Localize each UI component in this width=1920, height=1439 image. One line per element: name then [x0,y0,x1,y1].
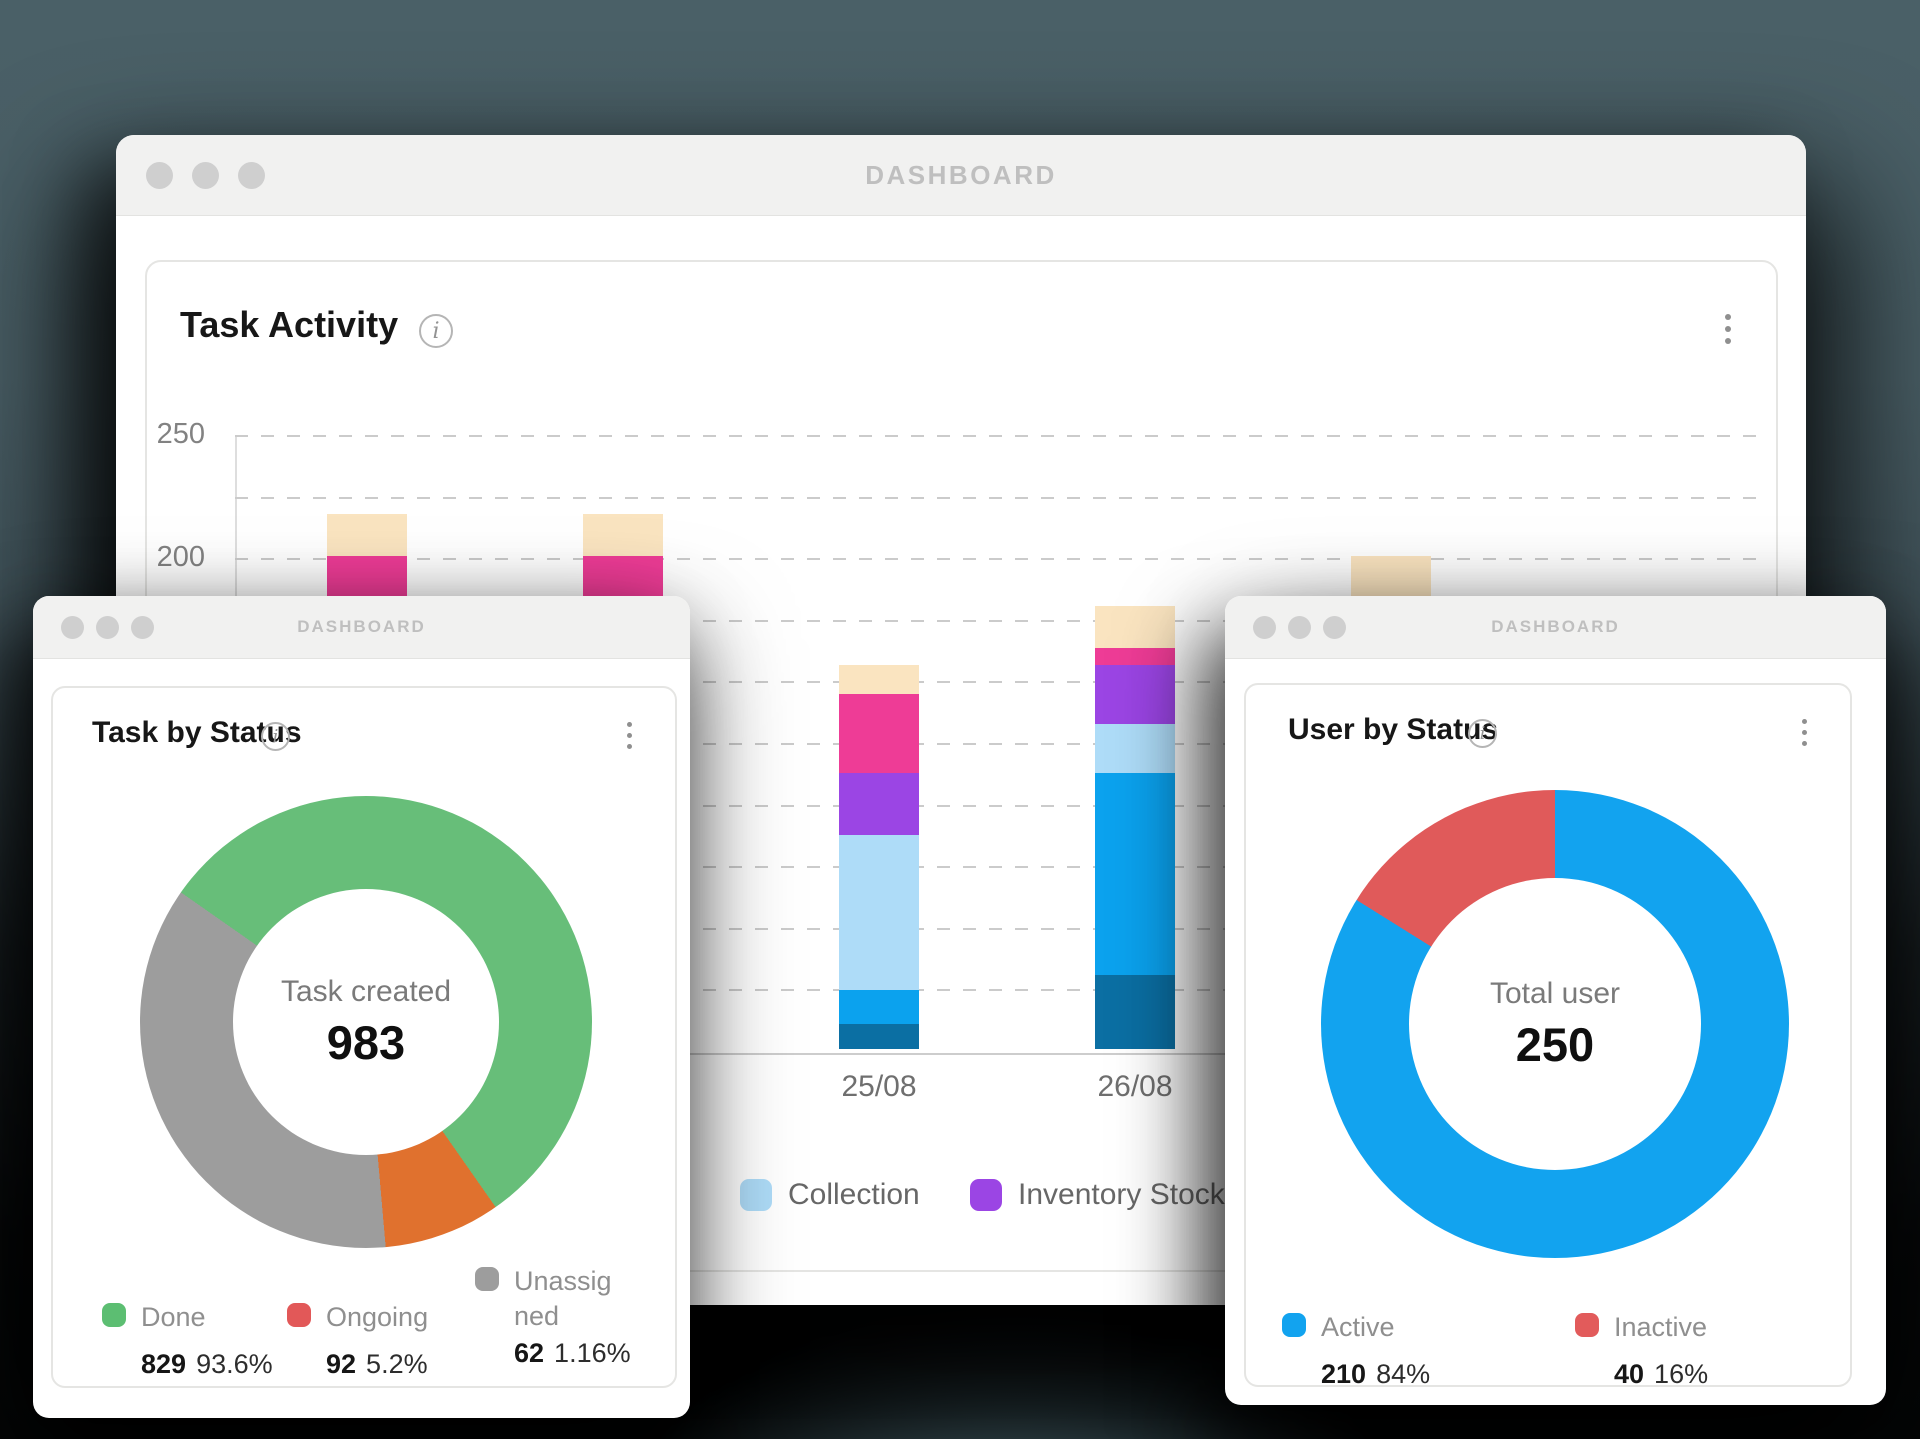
window-close-button[interactable] [146,161,173,189]
bar-segment [839,694,919,774]
legend-item-inventory-stock[interactable]: Inventory Stock [970,1178,1225,1212]
legend-value: 92 5.2% [326,1349,428,1380]
grid-line [235,989,1762,992]
legend-swatch-ongoing [287,1303,311,1327]
bar-segment [1095,605,1175,648]
legend-value: 40 16% [1614,1359,1709,1390]
donut-center-label: Task created [280,974,452,1008]
legend-label: Collection [788,1178,920,1211]
legend-item-ongoing[interactable]: Ongoing 92 5.2% [287,1300,428,1380]
legend-label: Ongoing [326,1302,429,1332]
legend-item-collection[interactable]: Collection [740,1178,920,1212]
legend-label: Inventory Stock [1018,1178,1225,1211]
bar-segment [1095,773,1175,976]
legend-label: Inactive [1614,1312,1708,1342]
legend-swatch-unassigned [475,1267,499,1291]
legend-swatch-inactive [1575,1313,1599,1337]
window-user-by-status: DASHBOARD User by Status i Total user 25… [1225,596,1886,1405]
window-minimize-button[interactable] [1288,615,1311,639]
bar-segment [583,514,663,557]
bar-segment [1095,723,1175,774]
card-title: Task Activity [180,304,399,345]
legend-label: Done [141,1302,206,1332]
donut-center: Task created 983 [233,889,499,1155]
donut-center-value: 250 [1515,1017,1595,1071]
bar-segment [1351,556,1431,599]
stacked-bar [839,664,919,1049]
grid-line [235,558,1762,561]
grid-line [235,743,1762,745]
y-tick-label: 200 [156,541,205,573]
window-controls [61,596,154,658]
legend-label: Unassigned [514,1266,612,1332]
titlebar-title: DASHBOARD [297,617,426,636]
legend-item-inactive[interactable]: Inactive 40 16% [1575,1310,1708,1390]
titlebar-title: DASHBOARD [865,159,1057,190]
user-by-status-card: User by Status i Total user 250 Active 2… [1244,683,1852,1390]
window-task-by-status: DASHBOARD Task by Status i Task created … [33,596,690,1418]
legend-value: 829 93.6% [141,1349,273,1380]
window-close-button[interactable] [1253,615,1276,639]
window-controls [1253,596,1346,658]
x-tick-label: 26/08 [1097,1070,1173,1103]
window-minimize-button[interactable] [192,161,219,189]
grid-line [235,866,1762,869]
kebab-menu-icon[interactable] [627,722,632,749]
window-controls [146,135,265,215]
legend-value: 62 1.16% [514,1338,631,1369]
grid-line [235,927,1762,930]
bar-segment [839,773,919,835]
grid-line [235,619,1762,622]
y-tick-label: 250 [156,418,205,450]
titlebar: DASHBOARD [116,135,1806,216]
info-icon[interactable]: i [1468,719,1497,748]
bar-segment [1095,647,1175,665]
info-icon[interactable]: i [419,314,453,348]
x-tick-label: 25/08 [841,1070,917,1103]
legend-item-done[interactable]: Done 829 93.6% [102,1300,273,1380]
titlebar: DASHBOARD [33,596,690,659]
window-zoom-button[interactable] [131,615,154,639]
kebab-menu-icon[interactable] [1802,719,1807,746]
legend-label: Active [1321,1312,1395,1342]
legend-swatch-collection [740,1179,772,1211]
grid-line [235,496,1762,499]
bar-segment [839,834,919,990]
kebab-menu-icon[interactable] [1725,314,1731,344]
stacked-bar [1095,605,1175,1049]
titlebar-title: DASHBOARD [1491,617,1620,636]
grid-line [235,435,1762,437]
window-zoom-button[interactable] [1323,615,1346,639]
window-minimize-button[interactable] [96,615,119,639]
donut-chart-user-by-status: Total user 250 [1321,790,1789,1258]
grid-line [235,804,1762,807]
donut-center: Total user 250 [1409,878,1701,1170]
legend-value: 210 84% [1321,1359,1431,1390]
info-icon[interactable]: i [261,722,290,751]
window-close-button[interactable] [61,615,84,639]
donut-center-label: Total user [1489,976,1621,1010]
donut-chart-task-by-status: Task created 983 [140,796,592,1248]
legend-swatch-active [1282,1313,1306,1337]
legend-item-unassigned[interactable]: Unassigned 62 1.16% [475,1264,631,1369]
titlebar: DASHBOARD [1225,596,1886,659]
bar-segment [327,514,407,557]
bar-segment [839,664,919,695]
x-axis-line [217,1053,1762,1055]
legend-swatch-inventory-stock [970,1179,1002,1211]
bar-segment [1095,664,1175,724]
card-title: User by Status [1288,713,1499,746]
bar-segment [839,989,919,1025]
legend-item-active[interactable]: Active 210 84% [1282,1310,1430,1390]
bar-segment [1095,975,1175,1049]
legend-swatch-done [102,1303,126,1327]
bar-segment [839,1024,919,1049]
task-by-status-card: Task by Status i Task created 983 Done 8… [51,686,677,1388]
donut-center-value: 983 [326,1015,406,1069]
grid-line [235,681,1762,684]
window-zoom-button[interactable] [238,161,265,189]
